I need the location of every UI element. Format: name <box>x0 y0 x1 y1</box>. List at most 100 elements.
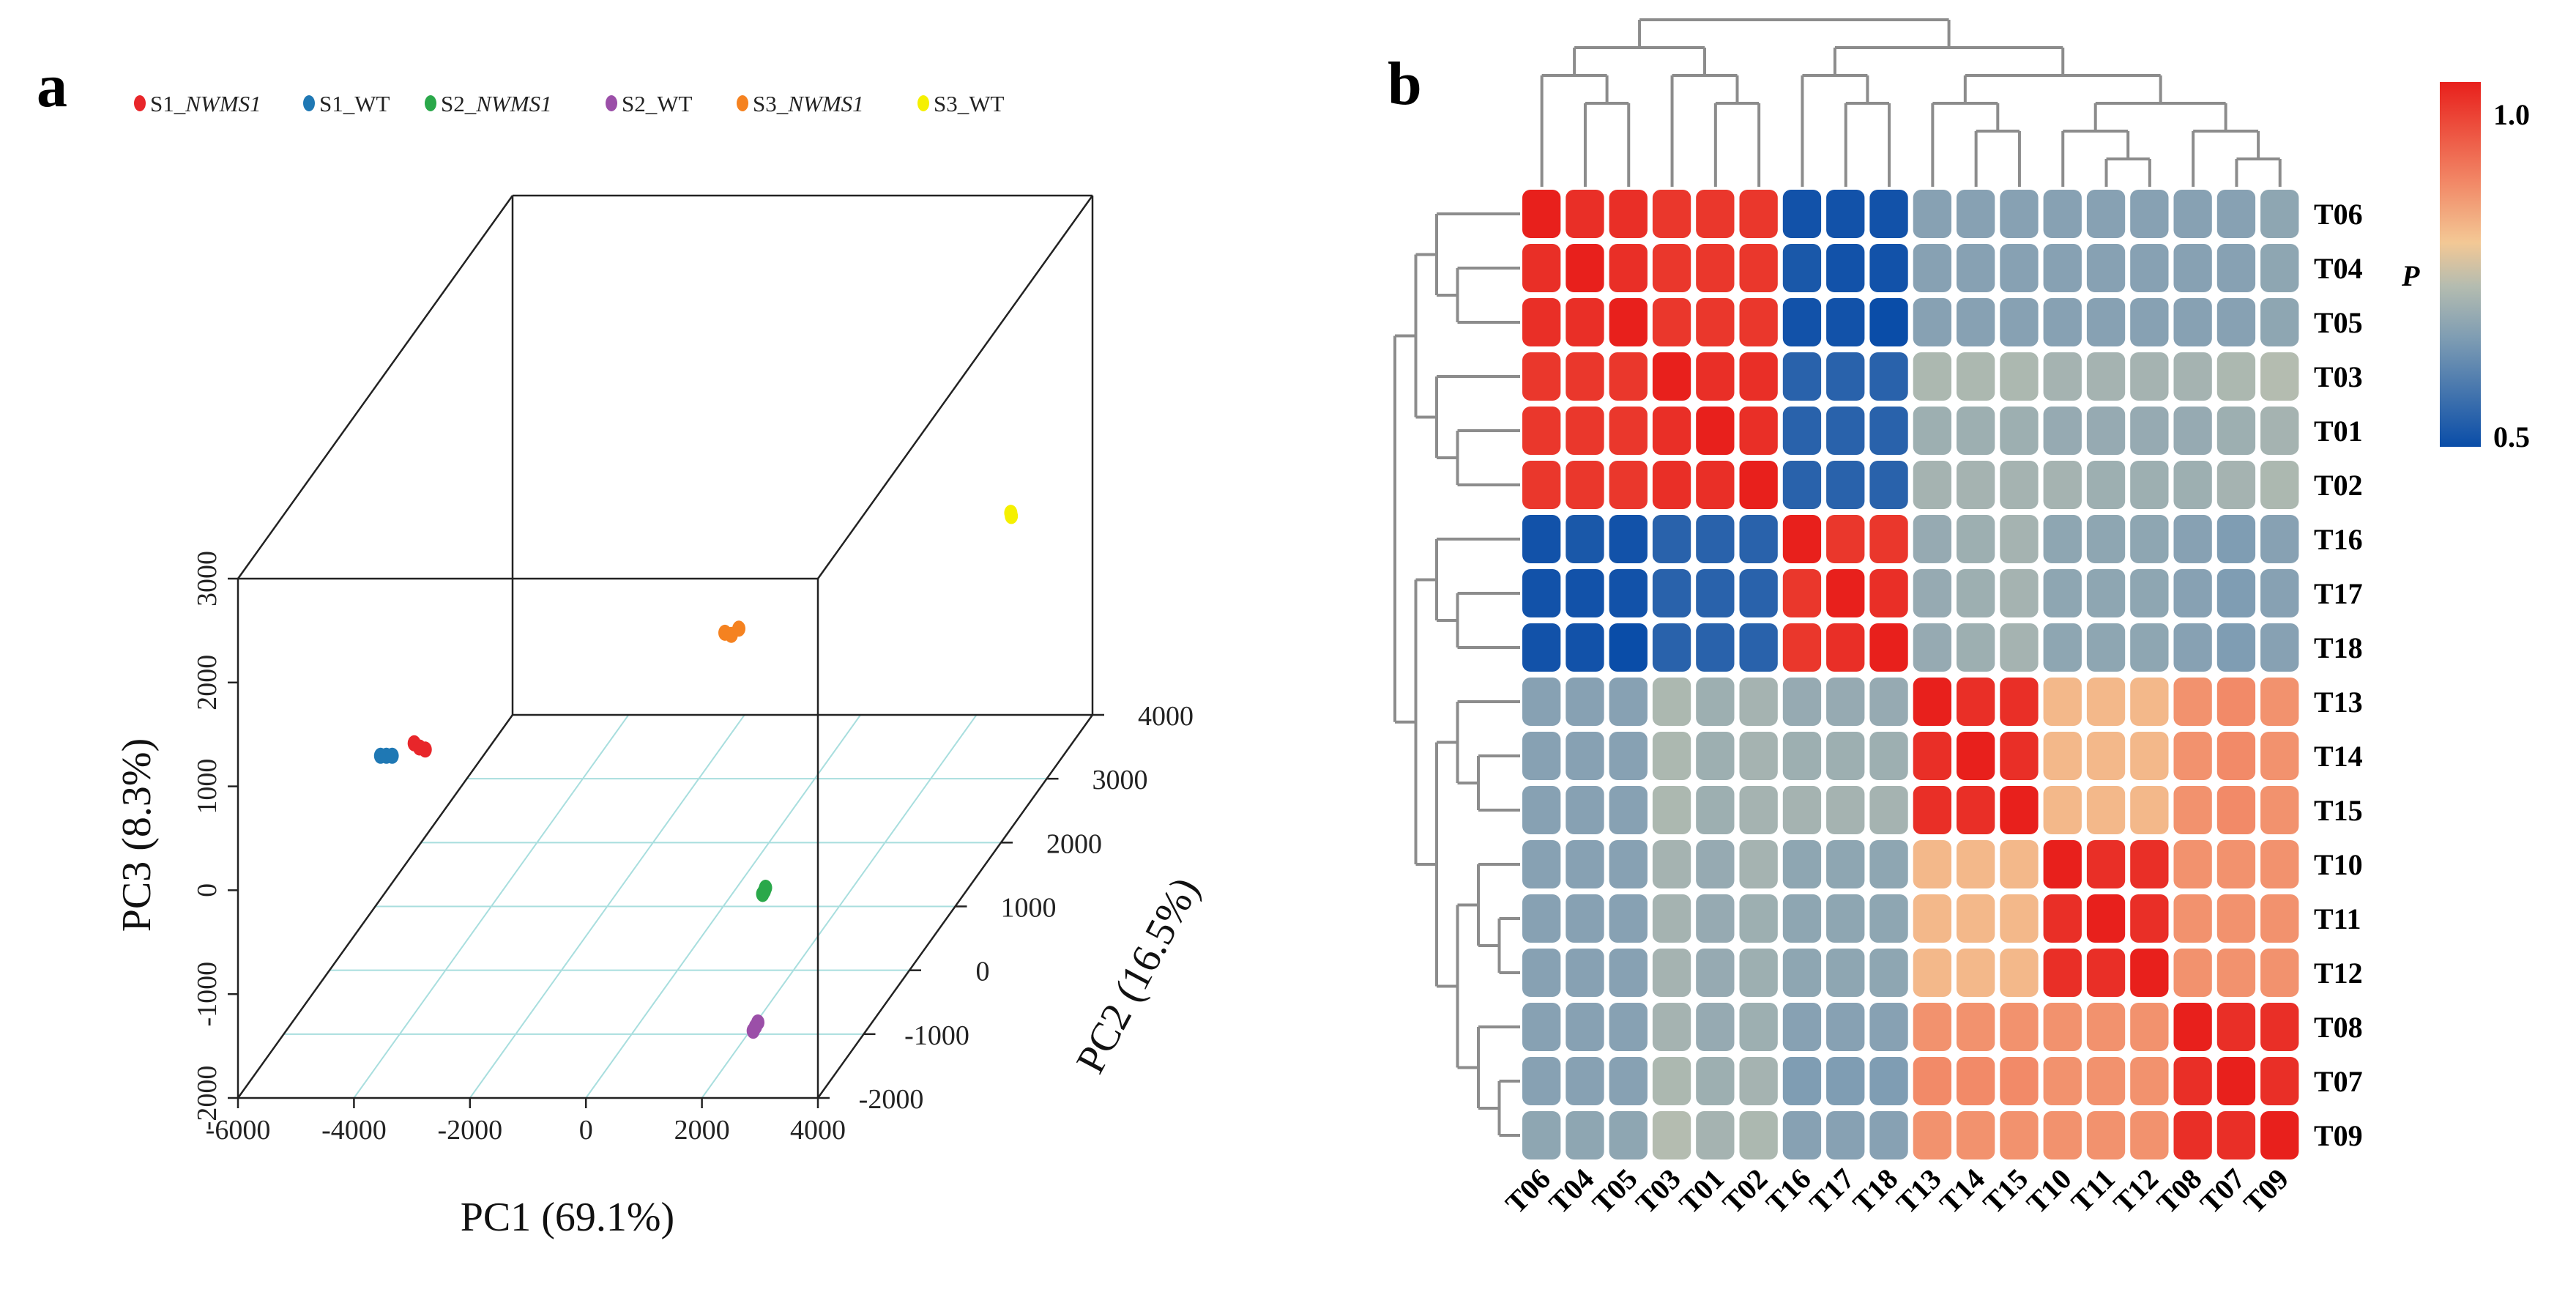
pca-3d-plot: -6000 -4000 -2000 0 2000 4000 -2000 -1000 0 1000 2… <box>192 194 1194 1146</box>
heatmap-cell <box>1652 949 1691 997</box>
heatmap-cell <box>2130 244 2169 292</box>
panel-label-a: a <box>37 52 67 120</box>
heatmap-cell <box>1609 678 1648 726</box>
heatmap-cell <box>2216 1057 2256 1105</box>
box-edge <box>237 195 514 579</box>
heatmap-cell <box>1913 461 1951 509</box>
heatmap-cell <box>1609 515 1648 563</box>
heatmap-cell <box>2043 623 2082 672</box>
heatmap-cell <box>1652 190 1691 238</box>
heatmap-cell <box>2260 461 2299 509</box>
heatmap-cell <box>2000 298 2039 346</box>
heatmap-cell <box>2173 515 2212 563</box>
heatmap-cell <box>1913 244 1951 292</box>
heatmap-cell <box>2260 569 2299 617</box>
data-point-s3-nwms1 <box>732 620 746 637</box>
heatmap-cell <box>2086 515 2126 563</box>
heatmap-cell <box>1652 894 1691 943</box>
heatmap-cell <box>2000 1057 2039 1105</box>
legend-item: S1_WT <box>303 91 390 116</box>
heatmap-cell <box>1826 1003 1865 1051</box>
z-tick-label: 1000 <box>192 759 223 815</box>
heatmap-cell <box>1609 840 1648 888</box>
heatmap-cell <box>2260 407 2299 455</box>
row-label: T03 <box>2314 360 2363 393</box>
heatmap-cell <box>2043 461 2082 509</box>
heatmap-cell <box>1826 678 1865 726</box>
legend-marker <box>134 95 146 111</box>
heatmap-cell <box>1566 244 1604 292</box>
heatmap-cell <box>1609 461 1648 509</box>
heatmap-cell <box>1522 678 1561 726</box>
heatmap-cell <box>2043 786 2082 834</box>
heatmap-cell <box>1782 461 1822 509</box>
heatmap-cell <box>2130 352 2169 401</box>
heatmap-cell <box>1522 190 1561 238</box>
heatmap-cell <box>1652 1111 1691 1159</box>
data-point-s1-wt <box>385 747 399 764</box>
heatmap-cell <box>1696 1057 1735 1105</box>
heatmap-cell <box>2043 352 2082 401</box>
heatmap-cell <box>1869 949 1908 997</box>
heatmap-cell <box>1869 732 1908 780</box>
colorbar-title: P <box>2401 259 2420 292</box>
heatmap-cell <box>2216 1003 2256 1051</box>
x-tick-label: 0 <box>579 1115 593 1146</box>
heatmap-cell <box>2216 352 2256 401</box>
heatmap-cell <box>2000 190 2039 238</box>
heatmap-cell <box>2173 407 2212 455</box>
heatmap-cell <box>2086 732 2126 780</box>
heatmap-cell <box>1782 352 1822 401</box>
row-label: T09 <box>2314 1119 2363 1152</box>
heatmap-cell <box>1913 949 1951 997</box>
heatmap-cell <box>2260 1003 2299 1051</box>
heatmap-cell <box>1826 949 1865 997</box>
heatmap-cell <box>2216 298 2256 346</box>
heatmap-cell <box>2260 623 2299 672</box>
heatmap-cell <box>1609 732 1648 780</box>
heatmap-cell <box>1566 894 1604 943</box>
heatmap-cell <box>2086 678 2126 726</box>
heatmap-cell <box>2260 1111 2299 1159</box>
panel-label-b: b <box>1388 50 1422 118</box>
row-label: T13 <box>2314 686 2363 719</box>
heatmap-cell <box>1522 569 1561 617</box>
heatmap-cell <box>1739 732 1778 780</box>
heatmap-cell <box>1957 1111 1995 1159</box>
heatmap-cell <box>2000 461 2039 509</box>
heatmap-cell <box>1913 678 1951 726</box>
heatmap-cell <box>1869 678 1908 726</box>
heatmap-cell <box>2086 786 2126 834</box>
legend-marker <box>606 95 617 111</box>
heatmap-cell <box>1957 515 1995 563</box>
heatmap-cell <box>2000 569 2039 617</box>
legend-item: S2_NWMS1 <box>425 91 552 116</box>
heatmap-cell <box>2043 407 2082 455</box>
z-tick-label: 0 <box>192 883 223 897</box>
heatmap-cell <box>2086 840 2126 888</box>
heatmap-cell <box>1696 678 1735 726</box>
legend-item: S2_WT <box>606 91 693 116</box>
colorbar: 1.0 0.5 P <box>2401 82 2530 453</box>
heatmap-cell <box>1566 515 1604 563</box>
heatmap-cell <box>1782 515 1822 563</box>
heatmap-cell <box>1869 894 1908 943</box>
heatmap-cell <box>1957 298 1995 346</box>
heatmap-cell <box>1826 1057 1865 1105</box>
heatmap-cell <box>1652 732 1691 780</box>
heatmap-cell <box>1826 1111 1865 1159</box>
x-tick-label: 2000 <box>674 1115 730 1146</box>
heatmap-cell <box>2173 949 2212 997</box>
box-edge <box>816 195 1094 579</box>
row-label: T16 <box>2314 523 2363 556</box>
heatmap-cell <box>1869 407 1908 455</box>
heatmap-cell <box>1869 786 1908 834</box>
y-tick-label: 0 <box>976 957 990 987</box>
heatmap-cell <box>1826 352 1865 401</box>
legend-label-prefix: S3_WT <box>934 91 1005 116</box>
heatmap-cell <box>2086 407 2126 455</box>
heatmap-cell <box>1957 569 1995 617</box>
heatmap-cell <box>1609 407 1648 455</box>
heatmap-cell <box>2130 786 2169 834</box>
heatmap-cell <box>1566 407 1604 455</box>
